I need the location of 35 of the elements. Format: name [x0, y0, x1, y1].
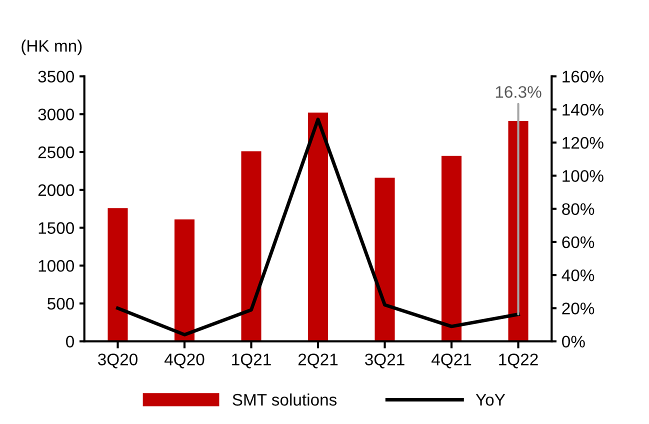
y-tick-label: 1000: [38, 260, 74, 272]
bar: [374, 178, 395, 342]
x-tick-label: 3Q21: [365, 354, 404, 368]
y-tick-label: 1500: [38, 222, 74, 234]
y-tick-label: 3500: [38, 70, 74, 83]
y-axis-title: (HK mn): [22, 40, 82, 56]
line-series: [116, 118, 520, 336]
bar: [241, 151, 262, 342]
bar: [442, 156, 462, 342]
annotation: 16.3%: [496, 86, 542, 98]
bar: [108, 208, 128, 342]
x-tick-label: 4Q21: [432, 354, 472, 368]
x-tick-label: 1Q22: [499, 354, 538, 368]
y2-tick-label: 160%: [562, 70, 604, 83]
y-tick-label: 3000: [38, 108, 74, 120]
x-tick-label: 1Q21: [232, 354, 271, 368]
legend-label: SMT solutions: [232, 393, 337, 406]
y2-tick-label: 20%: [562, 302, 594, 314]
bar: [308, 112, 328, 342]
bar: [174, 219, 195, 342]
y-tick-label: 2000: [38, 184, 74, 196]
y2-tick-label: 60%: [562, 236, 594, 248]
y2-tick-label: 140%: [562, 104, 604, 116]
y2-tick-label: 40%: [562, 269, 594, 282]
y-tick-label: 0: [66, 336, 74, 348]
y2-tick-label: 120%: [562, 136, 604, 149]
x-tick-label: 3Q20: [98, 354, 138, 368]
x-tick-label: 2Q21: [298, 354, 338, 368]
y2-tick-label: 0%: [562, 336, 585, 348]
y2-tick-label: 100%: [562, 170, 604, 182]
y-tick-label: 2500: [38, 146, 74, 158]
legend-label: YoY: [476, 394, 506, 406]
x-tick-label: 4Q20: [164, 354, 204, 368]
y2-tick-label: 80%: [562, 203, 594, 216]
y-tick-label: 500: [48, 298, 74, 310]
